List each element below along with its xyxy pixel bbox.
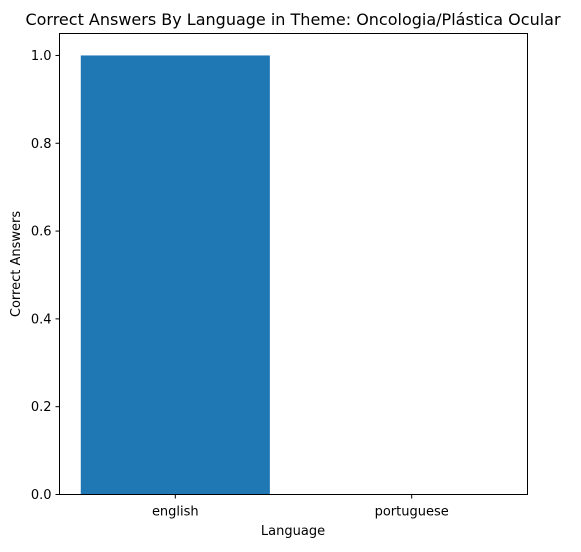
x-tick-label: english	[152, 505, 199, 520]
bars-layer	[80, 55, 270, 495]
y-tick-label: 1.0	[31, 49, 52, 64]
y-tick-label: 0.0	[31, 488, 52, 503]
y-tick-label: 0.8	[31, 137, 52, 152]
y-tick-label: 0.4	[31, 312, 52, 327]
ticks-layer: english portuguese 0.0 0.2 0.4 0.6 0.8 1.0	[31, 49, 449, 520]
x-tick-label: portuguese	[375, 505, 449, 520]
chart-title: Correct Answers By Language in Theme: On…	[25, 10, 561, 29]
x-axis-label: Language	[261, 524, 325, 539]
y-tick-label: 0.6	[31, 225, 52, 240]
plot-frame	[59, 33, 528, 495]
y-tick-label: 0.2	[31, 400, 52, 415]
bar-english	[80, 55, 270, 495]
y-axis-label: Correct Answers	[9, 211, 24, 317]
